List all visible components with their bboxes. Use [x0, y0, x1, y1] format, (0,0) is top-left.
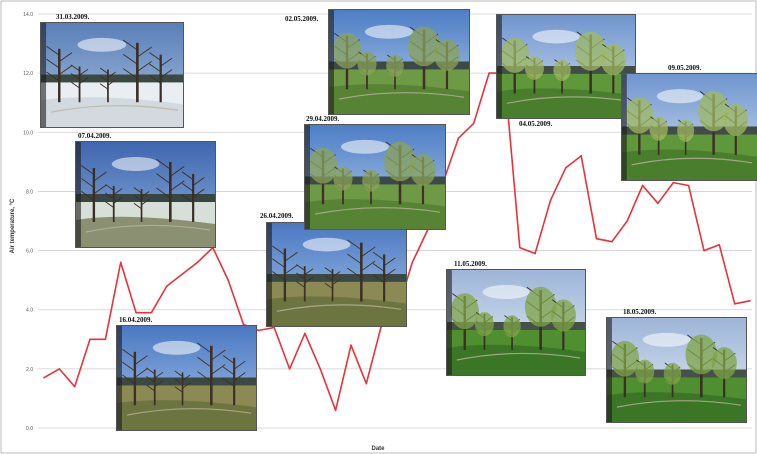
- data-point: [657, 202, 659, 205]
- data-point: [626, 220, 629, 222]
- photo-date-label: 11.05.2009.: [454, 260, 487, 268]
- data-point: [165, 285, 168, 287]
- data-point: [181, 273, 183, 276]
- data-point: [672, 181, 675, 184]
- y-tick-labels: 0.0 2.0 4.0 6.0 8.0 10.0 12.0 14.0: [23, 12, 33, 432]
- photo-date-label: 18.05.2009.: [623, 308, 657, 316]
- x-axis-label: Date: [371, 446, 385, 452]
- data-point: [258, 329, 260, 332]
- data-point: [565, 166, 567, 169]
- photo-green: [328, 9, 470, 115]
- photo-snow: [40, 22, 184, 128]
- y-axis-label: Air temperature, °C: [10, 198, 16, 253]
- y-tick-label: 4.0: [26, 308, 33, 314]
- data-point: [580, 155, 582, 157]
- photo-full: [446, 269, 586, 376]
- data-point: [288, 368, 291, 370]
- data-point: [104, 338, 107, 341]
- data-point: [227, 279, 229, 281]
- data-point: [534, 252, 536, 255]
- data-point: [611, 240, 613, 243]
- photo-leafy: [621, 73, 757, 181]
- photo-date-label: 16.04.2009.: [119, 316, 153, 324]
- photo-date-label: 07.04.2009.: [78, 132, 112, 140]
- data-point: [411, 261, 414, 264]
- photo-leafy: [496, 14, 636, 119]
- data-point: [703, 249, 705, 252]
- data-point: [595, 237, 598, 240]
- data-point: [196, 261, 199, 264]
- data-point: [365, 382, 368, 385]
- photo-date-label: 29.04.2009.: [306, 115, 340, 123]
- data-point: [242, 323, 245, 326]
- photo-green: [304, 124, 446, 230]
- data-point: [73, 385, 76, 388]
- y-tick-label: 0.0: [26, 426, 33, 432]
- data-point: [334, 409, 337, 412]
- data-point: [641, 184, 644, 187]
- data-point: [89, 338, 91, 341]
- photo-date-label: 04.05.2009.: [519, 120, 553, 128]
- data-point: [718, 243, 721, 246]
- data-point: [472, 122, 475, 125]
- data-point: [749, 300, 751, 302]
- data-point: [350, 344, 352, 347]
- photo-date-label: 31.03.2009.: [56, 13, 90, 21]
- data-point: [319, 368, 322, 370]
- data-point: [119, 261, 122, 264]
- y-tick-label: 2.0: [26, 367, 33, 373]
- y-tick-label: 10.0: [23, 130, 33, 136]
- y-tick-label: 8.0: [26, 189, 33, 195]
- photo-early: [116, 325, 257, 431]
- data-point: [733, 303, 736, 305]
- y-tick-label: 6.0: [26, 249, 33, 255]
- data-point: [304, 332, 306, 335]
- data-point: [549, 199, 552, 202]
- y-tick-label: 12.0: [23, 71, 33, 77]
- data-point: [58, 368, 61, 370]
- data-point: [135, 311, 137, 314]
- photo-snowmelt: [75, 141, 216, 248]
- photo-early: [266, 222, 407, 327]
- data-point: [518, 246, 521, 249]
- photo-date-label: 09.05.2009.: [668, 64, 702, 72]
- photo-date-label: 26.04.2009.: [260, 212, 294, 220]
- data-point: [150, 311, 153, 314]
- data-point: [273, 326, 276, 329]
- data-point: [457, 137, 460, 139]
- data-point: [687, 184, 690, 187]
- data-point: [43, 376, 45, 379]
- y-tick-label: 14.0: [23, 12, 33, 18]
- photo-full: [606, 317, 747, 423]
- photo-date-label: 02.05.2009.: [285, 15, 319, 23]
- data-point: [488, 72, 490, 74]
